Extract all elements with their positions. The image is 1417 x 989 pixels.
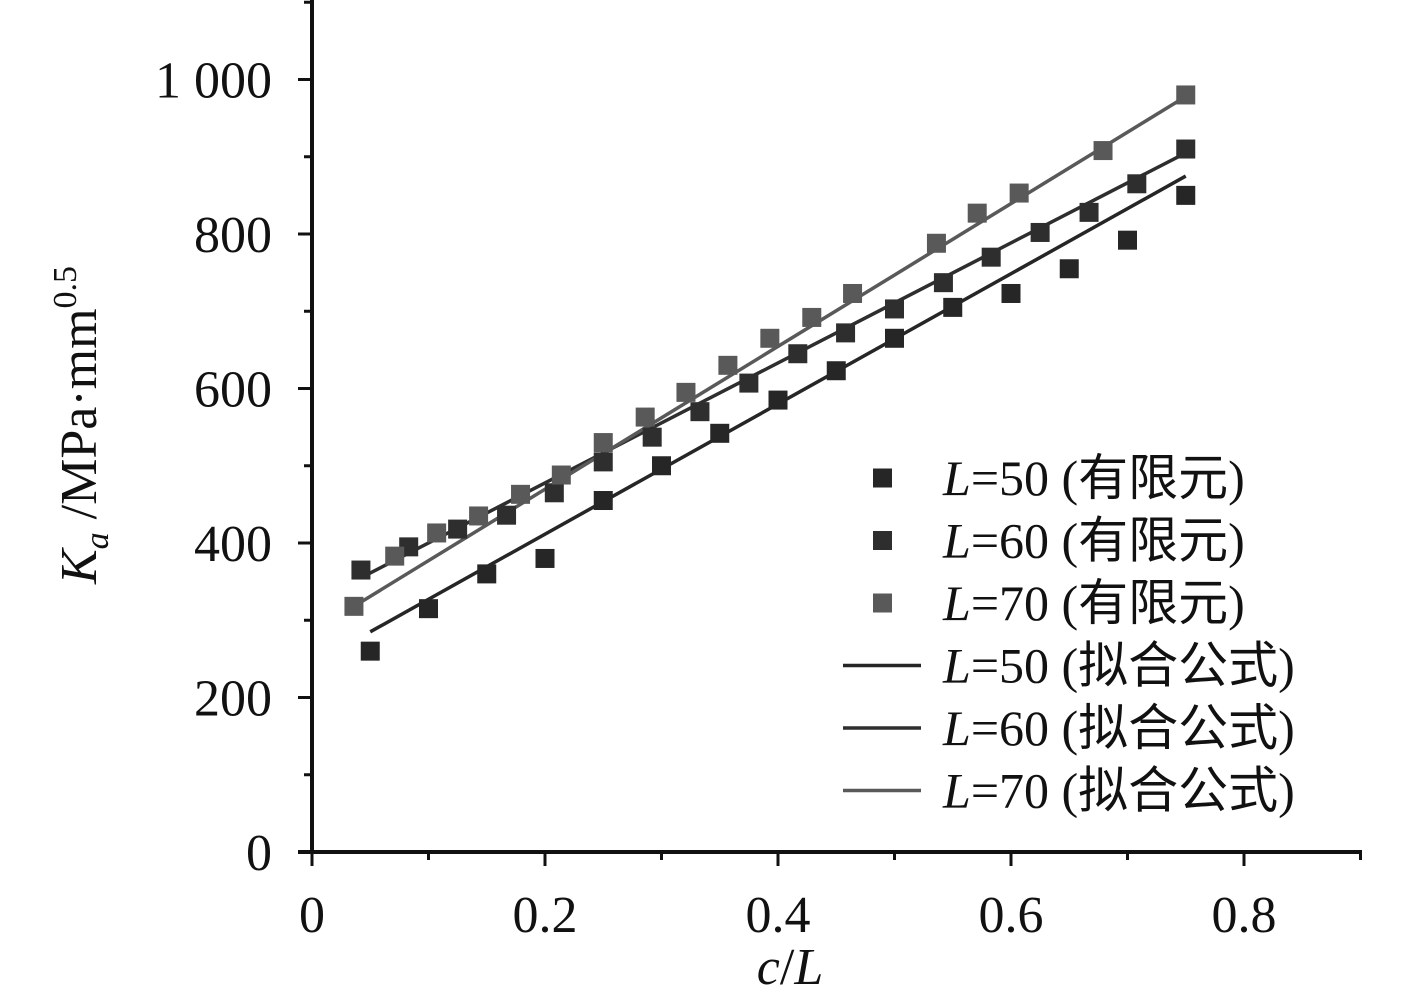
y-tick-label: 600 [194,362,272,419]
fit-line [353,95,1187,608]
data-point [690,402,710,422]
data-point [981,247,1001,267]
axes [298,0,1362,854]
data-point [448,519,468,539]
y-axis-title: Ka /MPa·mm0.5 [47,266,116,585]
y-axis-title-superscript: 0.5 [47,266,84,309]
x-axis-title: c/L [757,939,823,989]
x-axis-title-var-c: c [757,939,780,989]
x-tick-label: 0.6 [979,887,1044,944]
data-point [544,483,564,503]
data-point [535,548,555,568]
legend-label: L=60 (有限元) [942,513,1245,569]
x-tick-label: 0.2 [513,887,578,944]
data-point [469,506,489,526]
data-point [635,407,655,427]
data-point [933,273,953,293]
y-tick-label: 0 [246,825,272,882]
data-point [836,323,856,343]
data-point [943,297,963,317]
x-axis-title-var-L: L [793,939,823,989]
y-axis-title-subscript: a [79,532,116,549]
legend: L=50 (有限元) L=60 (有限元) L=70 (有限元) L=50 (拟合公式… [843,450,1295,819]
data-point [926,233,946,253]
data-point [967,203,987,223]
data-point [760,328,780,348]
y-axis-title-unit: /MPa·mm [51,308,108,532]
data-point [419,599,438,619]
data-point [351,560,371,580]
y-tick-label: 1 000 [155,53,272,110]
data-point [768,390,788,410]
data-point [802,307,822,327]
data-point [360,641,380,661]
ticks [298,0,1362,866]
data-point [1093,141,1113,161]
data-point [885,299,904,319]
y-tick-label: 400 [194,516,272,573]
x-tick-label: 0 [299,887,325,944]
x-tick-label: 0.8 [1212,887,1277,944]
data-point [676,382,696,402]
legend-label: L=60 (拟合公式) [942,700,1295,756]
legend-label: L=50 (拟合公式) [942,638,1295,694]
data-point [511,484,531,504]
x-axis-title-slash: / [780,939,795,989]
data-point [788,344,808,364]
y-tick-label: 200 [194,671,272,728]
data-point [1176,185,1196,205]
data-point [344,596,364,616]
data-point [1118,230,1137,250]
legend-label: L=70 (有限元) [942,575,1245,631]
legend-marker [873,593,892,613]
data-point [1030,222,1050,242]
plot-area [344,85,1196,661]
data-point [497,505,517,525]
legend-label: L=50 (有限元) [942,450,1245,506]
data-point [843,283,863,303]
data-point [826,361,846,381]
data-point [593,491,613,511]
data-point [1127,174,1147,194]
data-point [1059,259,1079,279]
data-point [1079,202,1099,222]
tick-labels: 0 0.2 0.4 0.6 0.8 0 200 400 600 800 1 000 [155,53,1277,945]
data-point [593,452,613,472]
y-axis-title-var-K: K [51,547,108,585]
y-tick-label: 800 [194,207,272,264]
data-point [1001,283,1021,303]
data-point [739,373,759,393]
legend-marker [873,468,892,488]
data-point [551,465,571,485]
data-point [385,546,405,566]
data-point [427,523,447,543]
data-point [593,433,613,453]
data-point [885,328,904,348]
data-point [652,456,671,476]
data-point [477,564,497,584]
data-point [718,355,738,375]
legend-label: L=70 (拟合公式) [942,763,1295,819]
legend-marker [873,531,892,550]
data-point [1009,183,1029,203]
x-tick-label: 0.4 [746,887,811,944]
data-point [1176,85,1196,105]
data-point [642,427,662,447]
data-point [1176,139,1196,159]
data-point [710,423,730,443]
